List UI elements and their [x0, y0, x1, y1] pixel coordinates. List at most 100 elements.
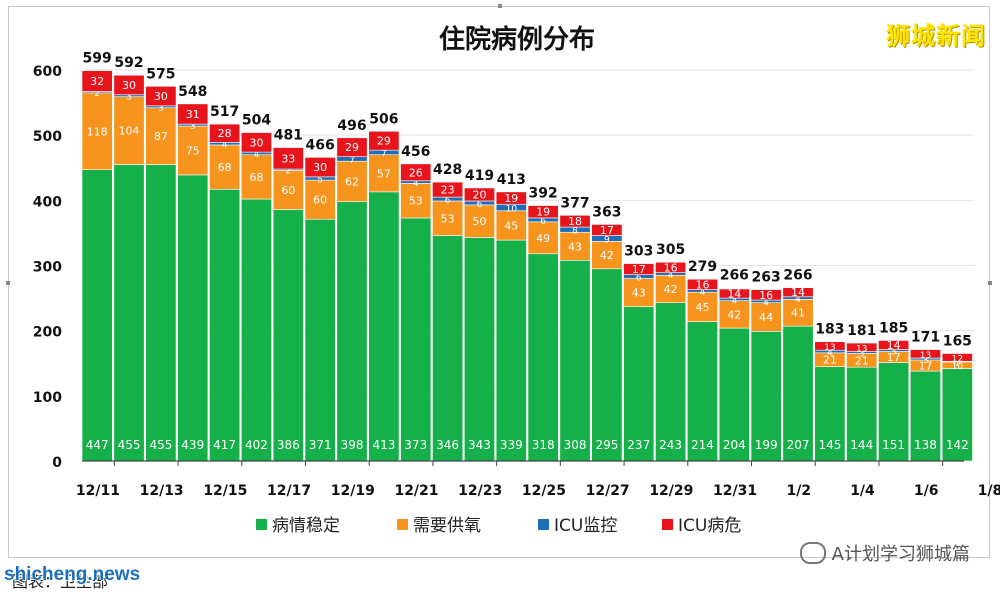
- bar-segment-label: 17: [887, 351, 901, 364]
- bar-segment-label: 207: [787, 438, 810, 452]
- bar-segment: [336, 137, 368, 157]
- bar-stack: 386 60 2 33 481: [272, 128, 304, 462]
- bar-stack: 243 42 416 305: [655, 242, 687, 462]
- bar-stack: 439 75 331 548: [177, 84, 209, 462]
- bar-total-label: 419: [465, 168, 494, 184]
- bar-total-label: 392: [529, 186, 558, 202]
- bar-segment-label: 7: [349, 156, 355, 166]
- bar-segment: [368, 130, 400, 151]
- bar-segment: [209, 144, 241, 190]
- bar-segment-label: 5: [317, 176, 323, 186]
- bar-segment-label: 14: [727, 288, 741, 301]
- bar-segment: [527, 221, 559, 255]
- bar-segment-label: 4: [413, 179, 419, 189]
- resize-handle-left[interactable]: [6, 281, 10, 285]
- bar-segment-label: 19: [504, 192, 518, 205]
- bar-segment: [527, 205, 559, 219]
- bar-segment: [463, 187, 495, 202]
- bar-segment: [655, 302, 687, 462]
- bar-stack: 318 49 619 392: [527, 186, 559, 462]
- x-tick-label: 12/25: [522, 483, 566, 499]
- bar-segment-label: 31: [186, 108, 200, 121]
- bar-segment: [686, 291, 718, 322]
- bar-total-label: 428: [433, 162, 462, 178]
- bar-segment-label: 151: [882, 438, 905, 452]
- bar-segment: [463, 204, 495, 238]
- bar-segment-label: 237: [627, 438, 650, 452]
- bar-segment-label: 413: [372, 438, 395, 452]
- bar-total-label: 504: [242, 113, 271, 129]
- bar-segment-label: 49: [536, 232, 550, 245]
- y-tick-label: 400: [33, 194, 62, 210]
- bar-segment: [368, 191, 400, 462]
- bar-segment: [782, 287, 814, 298]
- bar-segment: [591, 224, 623, 236]
- bar-segment: [495, 239, 527, 462]
- bar-segment-label: 199: [755, 438, 778, 452]
- bar-stack: 413 57 729 506: [368, 111, 400, 462]
- bar-segment: [336, 201, 368, 462]
- bar-total-label: 592: [114, 55, 143, 71]
- bars: 4471182325994551043305924558733057543975…: [81, 51, 973, 462]
- bar-segment-label: 308: [564, 438, 587, 452]
- x-axis: 12/11 12/13 12/15 12/17 12/19 12/21 12/23 12/25…: [76, 460, 1000, 499]
- bar-segment: [81, 70, 113, 92]
- bar-segment-label: 417: [213, 438, 236, 452]
- bar-total-label: 266: [783, 268, 812, 284]
- bar-segment: [463, 237, 495, 462]
- bar-segment-label: 439: [181, 438, 204, 452]
- bar-segment-label: 4: [763, 298, 769, 308]
- bar-segment-label: 204: [723, 438, 746, 452]
- bar-segment-label: 4: [827, 349, 833, 359]
- x-tick-label: 12/23: [458, 483, 502, 499]
- bar-segment: [559, 231, 591, 261]
- bar-stack: 371 60 5 30 466: [304, 137, 336, 462]
- bar-stack: 204 42 414 266: [718, 268, 750, 462]
- bar-segment: [495, 191, 527, 205]
- bar-segment-label: 23: [441, 184, 455, 197]
- wechat-watermark: A计划学习狮城篇: [799, 540, 970, 566]
- bar-segment-label: 13: [856, 344, 867, 354]
- bar-segment-label: 214: [691, 438, 714, 452]
- bar-segment-label: 10: [952, 362, 964, 372]
- legend-swatch: [256, 519, 267, 530]
- bar-segment: [368, 154, 400, 193]
- bar-stack: 455 87 330 575: [145, 66, 177, 462]
- y-tick-label: 300: [33, 260, 62, 276]
- bar-stack: 398 62 7 29 496: [336, 118, 368, 462]
- bar-segment: [304, 157, 336, 178]
- bar-segment: [432, 235, 464, 462]
- bar-segment: [623, 278, 655, 307]
- bar-segment-label: 16: [695, 278, 709, 291]
- bar-segment-label: 29: [377, 135, 391, 148]
- resize-handle-top[interactable]: [498, 4, 502, 8]
- bar-segment: [846, 342, 878, 352]
- bar-segment-label: 42: [727, 308, 741, 321]
- bar-segment-label: 455: [149, 438, 172, 452]
- bar-stack: 308 43 818 377: [559, 195, 591, 462]
- bar-segment: [240, 132, 272, 153]
- bar-segment-label: 339: [500, 438, 523, 452]
- bar-segment-label: 3: [190, 122, 196, 132]
- legend-swatch: [538, 519, 549, 530]
- bar-total-label: 377: [560, 195, 589, 211]
- bar-segment: [686, 278, 718, 290]
- bar-total-label: 185: [879, 320, 908, 336]
- bar-segment-label: 3: [923, 356, 929, 366]
- bar-segment: [909, 370, 941, 462]
- bar-segment: [878, 340, 910, 350]
- bar-segment: [81, 169, 113, 462]
- bar-segment-label: 12: [952, 354, 963, 364]
- bar-total-label: 456: [401, 144, 430, 160]
- bar-segment: [145, 164, 177, 462]
- bar-stack: 295 42 917 363: [591, 204, 623, 462]
- bar-segment-label: 42: [600, 249, 614, 262]
- bar-segment-label: 118: [87, 125, 108, 138]
- resize-handle-right[interactable]: [988, 281, 992, 285]
- x-tick-label: 12/19: [331, 483, 375, 499]
- bar-segment-label: 60: [313, 194, 327, 207]
- bar-segment-label: 2: [94, 89, 100, 99]
